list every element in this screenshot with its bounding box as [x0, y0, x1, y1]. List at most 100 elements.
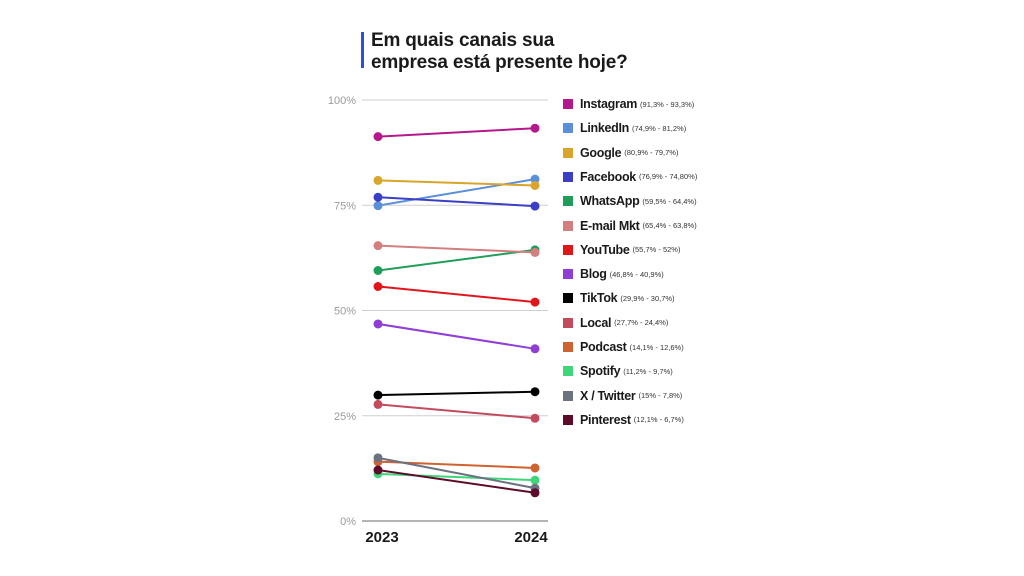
series-line: [377, 390, 536, 397]
legend-range-label: (76,9% - 74,80%): [638, 172, 698, 182]
legend-range-label: (80,9% - 79,7%): [624, 148, 679, 158]
legend-range-label: (12,1% - 6,7%): [633, 415, 684, 425]
data-point: [530, 475, 540, 485]
legend-swatch: [563, 342, 573, 352]
data-point: [373, 266, 383, 276]
data-point: [530, 201, 540, 211]
y-tick-label: 75%: [334, 200, 356, 212]
legend-swatch: [563, 293, 573, 304]
legend-swatch: [563, 317, 573, 328]
legend-swatch: [563, 269, 573, 280]
legend-label: E-mail Mkt: [580, 218, 640, 233]
x-tick-label: 2023: [365, 529, 398, 546]
legend-item: Instagram (91,3% - 93,3%): [563, 96, 694, 112]
data-point: [373, 399, 383, 409]
legend-range-label: (74,9% - 81,2%): [632, 123, 687, 133]
y-tick-label: 100%: [328, 95, 356, 107]
legend-swatch: [563, 390, 573, 401]
legend-range-label: (91,3% - 93,3%): [640, 99, 695, 109]
legend-range-label: (27,7% - 24,4%): [614, 318, 669, 328]
legend-range-label: (46,8% - 40,9%): [609, 269, 664, 279]
data-point: [373, 201, 383, 211]
legend-label: TikTok: [580, 291, 618, 306]
data-point: [373, 241, 383, 251]
data-point: [530, 463, 540, 473]
legend-swatch: [563, 366, 573, 377]
legend-swatch: [563, 123, 573, 134]
data-point: [530, 180, 540, 190]
series-line: [377, 322, 536, 350]
data-point: [373, 453, 383, 463]
legend-item: Pinterest (12,1% - 6,7%): [563, 412, 684, 428]
legend-item: E-mail Mkt (65,4% - 63,8%): [563, 218, 697, 234]
legend-label: Pinterest: [580, 412, 631, 427]
legend-range-label: (65,4% - 63,8%): [642, 221, 697, 230]
data-point: [530, 297, 540, 307]
legend-item: Blog (46,8% - 40,9%): [563, 266, 664, 282]
legend-swatch: [563, 244, 573, 255]
data-point: [373, 319, 383, 329]
legend-swatch: [563, 147, 573, 158]
series-line: [377, 285, 536, 304]
data-point: [530, 488, 540, 498]
chart-title-line-1: Em quais canais sua: [371, 30, 555, 51]
legend-label: LinkedIn: [580, 121, 629, 136]
data-point: [530, 174, 540, 184]
legend-item: Google (80,9% - 79,7%): [563, 145, 678, 161]
chart-title-line-2: empresa está presente hoje?: [371, 52, 628, 73]
series-line: [377, 456, 536, 490]
y-tick-label: 25%: [334, 411, 356, 423]
legend-item: Local (27,7% - 24,4%): [563, 315, 668, 331]
title-accent-bar: [361, 32, 364, 68]
legend-label: Spotify: [580, 364, 621, 379]
legend-item: Spotify (11,2% - 9,7%): [563, 363, 673, 379]
legend-label: Podcast: [580, 340, 627, 354]
legend-swatch: [563, 196, 573, 207]
data-point: [373, 282, 383, 292]
legend-range-label: (11,2% - 9,7%): [623, 366, 673, 376]
series-line: [377, 244, 536, 254]
y-tick-label: 50%: [334, 306, 356, 318]
chart-title: Em quais canais sua empresa está present…: [371, 30, 628, 74]
series-line: [377, 179, 536, 187]
legend-swatch: [563, 220, 573, 231]
legend-label: Google: [580, 145, 622, 160]
legend-swatch: [563, 99, 573, 109]
data-point: [373, 465, 383, 475]
legend-label: Facebook: [580, 169, 636, 184]
series-line: [377, 178, 536, 207]
legend-label: WhatsApp: [580, 194, 640, 209]
legend-label: YouTube: [580, 242, 630, 257]
legend-swatch: [563, 171, 573, 182]
series-line: [377, 248, 536, 272]
legend-label: Instagram: [580, 97, 638, 111]
legend-range-label: (55,7% - 52%): [632, 245, 681, 255]
legend-range-label: (14,1% - 12,6%): [629, 342, 684, 352]
y-tick-label: 0%: [340, 516, 356, 528]
data-point: [530, 247, 540, 257]
series-line: [377, 469, 536, 494]
data-point: [373, 175, 383, 185]
legend-item: Podcast (14,1% - 12,6%): [563, 339, 684, 355]
data-point: [373, 132, 383, 142]
legend-label: Local: [580, 315, 612, 330]
legend-range-label: (29,9% - 30,7%): [620, 293, 675, 303]
legend-label: X / Twitter: [580, 388, 636, 403]
series-line: [377, 403, 536, 420]
legend-item: YouTube (55,7% - 52%): [563, 242, 680, 258]
legend-item: LinkedIn (74,9% - 81,2%): [563, 120, 686, 136]
data-point: [530, 387, 540, 397]
data-point: [530, 344, 540, 354]
data-point: [373, 192, 383, 202]
legend-item: Facebook (76,9% - 74,80%): [563, 169, 697, 185]
legend-swatch: [563, 414, 573, 425]
x-tick-label: 2024: [514, 529, 548, 546]
series-line: [377, 127, 536, 138]
legend-item: X / Twitter (15% - 7,8%): [563, 388, 682, 404]
legend-item: TikTok (29,9% - 30,7%): [563, 290, 675, 306]
data-point: [530, 123, 540, 133]
data-point: [530, 413, 540, 423]
legend-range-label: (59,5% - 64,4%): [642, 196, 697, 206]
